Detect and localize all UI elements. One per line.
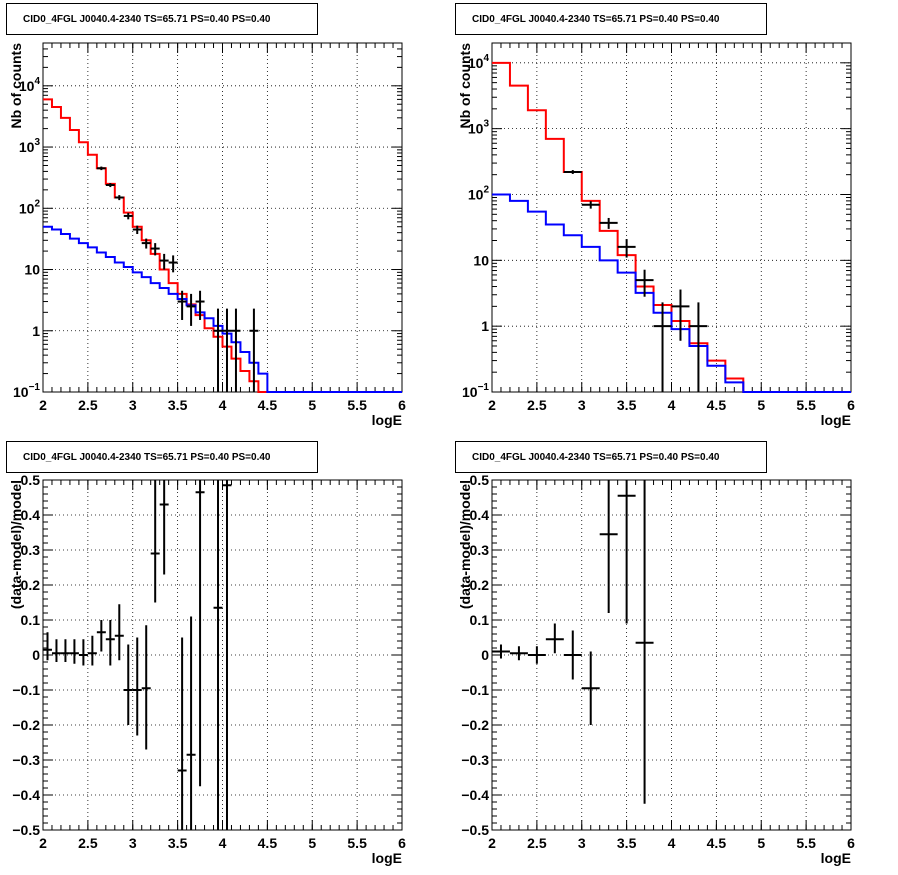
plot-frame [491,479,852,831]
y-tick-label: 10−1 [13,382,40,400]
x-axis-title: logE [372,850,402,866]
x-tick-label: 5.5 [796,835,816,851]
x-tick-label: 2.5 [527,835,547,851]
y-tick-label: 0.1 [21,612,41,628]
y-tick-label: 0 [32,647,40,663]
x-tick-label: 3 [129,397,137,413]
chart-title: CID0_4FGL J0040.4-2340 TS=65.71 PS=0.40 … [472,452,720,463]
x-tick-label: 2 [39,835,47,851]
y-tick-label: −0.3 [12,752,40,768]
x-tick-label: 4.5 [258,835,278,851]
x-tick-label: 5.5 [796,397,816,413]
title-box [6,3,318,35]
y-tick-label: 102 [19,198,41,216]
y-tick-label: 103 [468,119,490,137]
y-axis-title: Nb of counts [457,43,473,129]
chart-title: CID0_4FGL J0040.4-2340 TS=65.71 PS=0.40 … [23,14,271,25]
y-tick-label: 0.5 [470,472,490,488]
residual-panel-left: 2 2.5 3 3.5 4 4.5 5 5.5 6 −0.5 −0.4 −0.3 −0.2 −0.1 0 0.… [6,441,406,866]
y-tick-label: 10 [24,262,40,278]
title-box [455,3,767,35]
y-tick-label: −0.1 [12,682,40,698]
y-tick-label: −0.4 [12,787,40,803]
y-tick-label: −0.3 [461,752,489,768]
y-tick-label: 0.2 [21,577,41,593]
chart-title: CID0_4FGL J0040.4-2340 TS=65.71 PS=0.40 … [472,14,720,25]
title-box [455,441,767,473]
x-tick-label: 2 [39,397,47,413]
x-tick-label: 3.5 [617,397,637,413]
x-tick-label: 2.5 [527,397,547,413]
x-tick-label: 6 [847,835,855,851]
y-tick-label: −0.5 [461,822,489,838]
y-tick-label: 0.4 [470,507,490,523]
x-tick-label: 5 [308,397,316,413]
y-axis-title: Nb of counts [8,43,24,129]
y-tick-label: 1 [481,318,489,334]
x-tick-label: 4 [668,835,676,851]
x-axis-title: logE [821,412,851,428]
x-tick-label: 6 [847,397,855,413]
y-tick-label: 0.2 [470,577,490,593]
x-tick-label: 2.5 [78,835,98,851]
y-tick-label: 0.4 [21,507,41,523]
x-tick-label: 4 [219,835,227,851]
x-tick-label: 2.5 [78,397,98,413]
y-tick-label: 104 [19,76,41,94]
y-axis-title: (data-model)/model [457,480,473,609]
y-tick-label: 10−1 [462,382,489,400]
x-tick-label: 5.5 [347,397,367,413]
plot-frame [42,479,403,831]
residual-panel-right: 2 2.5 3 3.5 4 4.5 5 5.5 6 −0.5 −0.4 −0.3 −0.2 −0.1 0 0.… [455,441,855,866]
y-tick-label: −0.4 [461,787,489,803]
y-tick-label: −0.2 [461,717,489,733]
chart-title: CID0_4FGL J0040.4-2340 TS=65.71 PS=0.40 … [23,452,271,463]
x-tick-label: 4.5 [258,397,278,413]
x-tick-label: 3.5 [168,397,188,413]
x-tick-label: 2 [488,835,496,851]
y-tick-label: −0.2 [12,717,40,733]
y-tick-label: 104 [468,53,490,71]
x-tick-label: 5 [757,835,765,851]
title-box [6,441,318,473]
x-tick-label: 5 [757,397,765,413]
y-tick-label: 102 [468,184,490,202]
model-background-line [492,193,851,393]
y-tick-label: −0.5 [12,822,40,838]
plot-frame [491,42,852,393]
y-tick-label: 0 [481,647,489,663]
x-tick-label: 3 [129,835,137,851]
x-tick-label: 4 [219,397,227,413]
x-tick-label: 6 [398,397,406,413]
spectrum-panel-right: 2 2.5 3 3.5 4 4.5 5 5.5 6 10−1 1 10 102 103 104 CID0_4F… [455,3,855,428]
spectrum-panel-left: 2 2.5 3 3.5 4 4.5 5 5.5 6 10−1 1 10 102 103 104 CID0_4F… [6,3,406,428]
y-tick-label: 1 [32,323,40,339]
x-tick-label: 3 [578,835,586,851]
x-tick-label: 4.5 [707,397,727,413]
x-tick-label: 4 [668,397,676,413]
y-tick-label: 0.1 [470,612,490,628]
x-tick-label: 2 [488,397,496,413]
y-tick-label: 0.5 [21,472,41,488]
x-tick-label: 4.5 [707,835,727,851]
x-tick-label: 5 [308,835,316,851]
x-tick-label: 3.5 [617,835,637,851]
y-axis-title: (data-model)/model [8,480,24,609]
y-tick-label: 0.3 [21,542,41,558]
y-tick-label: 10 [473,252,489,268]
x-tick-label: 3 [578,397,586,413]
x-tick-label: 5.5 [347,835,367,851]
x-axis-title: logE [372,412,402,428]
y-tick-label: 103 [19,137,41,155]
x-tick-label: 3.5 [168,835,188,851]
x-axis-title: logE [821,850,851,866]
y-tick-label: −0.1 [461,682,489,698]
x-tick-label: 6 [398,835,406,851]
y-tick-label: 0.3 [470,542,490,558]
